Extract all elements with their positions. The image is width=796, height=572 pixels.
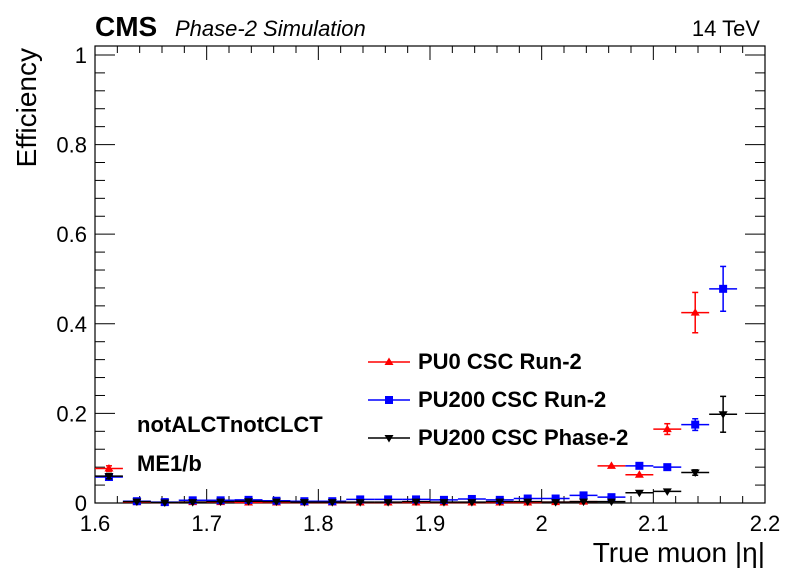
data-point xyxy=(216,498,226,507)
y-tick-label: 0.6 xyxy=(56,222,87,247)
data-point xyxy=(244,498,254,506)
data-point xyxy=(662,424,672,433)
series-2 xyxy=(95,395,738,508)
data-point xyxy=(551,499,561,507)
data-point xyxy=(467,494,476,503)
legend-label-pu200-run2: PU200 CSC Run-2 xyxy=(418,387,606,412)
legend-marker-pu0 xyxy=(384,357,394,365)
chamber-annotation: ME1/b xyxy=(137,451,202,476)
x-tick-label: 2.1 xyxy=(638,511,669,536)
data-point xyxy=(719,284,728,293)
data-point xyxy=(439,499,449,507)
data-point xyxy=(467,499,477,507)
y-axis-title: Efficiency xyxy=(11,48,42,167)
y-tick-label: 0.8 xyxy=(56,133,87,158)
x-tick-label: 1.8 xyxy=(303,511,334,536)
data-point xyxy=(690,308,700,316)
data-point xyxy=(355,499,365,507)
legend: PU0 CSC Run-2 PU200 CSC Run-2 PU200 CSC … xyxy=(368,349,628,450)
data-point xyxy=(327,499,337,507)
x-tick-label: 2 xyxy=(536,511,548,536)
data-point xyxy=(606,498,616,507)
legend-entry-pu200-phase2: PU200 CSC Phase-2 xyxy=(368,425,628,450)
data-point xyxy=(523,498,533,507)
data-point xyxy=(188,499,198,507)
y-tick-label: 0.2 xyxy=(56,401,87,426)
axis-tick-labels: 1.6 1.7 1.8 1.9 2 2.1 2.2 0 0.2 0.4 0.6 0.8 1 xyxy=(56,43,780,536)
legend-marker-pu200-run2 xyxy=(385,396,393,404)
data-point xyxy=(299,499,309,507)
legend-entry-pu0: PU0 CSC Run-2 xyxy=(368,349,582,374)
x-axis-title: True muon |η| xyxy=(593,537,765,568)
data-point xyxy=(579,498,589,507)
energy-label: 14 TeV xyxy=(692,16,760,41)
x-tick-label: 1.9 xyxy=(415,511,446,536)
data-point xyxy=(495,498,505,507)
subtitle-label: Phase-2 Simulation xyxy=(175,16,366,41)
data-points xyxy=(95,265,738,508)
data-point xyxy=(104,464,114,472)
legend-entry-pu200-run2: PU200 CSC Run-2 xyxy=(368,387,606,412)
data-point xyxy=(606,461,616,469)
y-tick-label: 1 xyxy=(75,43,87,68)
x-tick-label: 2.2 xyxy=(750,511,781,536)
data-point xyxy=(662,488,672,496)
data-point xyxy=(551,494,560,503)
data-point xyxy=(132,498,142,507)
data-point xyxy=(411,498,421,507)
data-point xyxy=(634,470,644,478)
x-tick-label: 1.7 xyxy=(191,511,222,536)
data-point xyxy=(271,498,281,507)
data-point xyxy=(718,411,728,419)
selection-annotation: notALCTnotCLCT xyxy=(137,412,323,437)
legend-label-pu0: PU0 CSC Run-2 xyxy=(418,349,582,374)
data-point xyxy=(691,420,700,429)
legend-marker-pu200-phase2 xyxy=(384,435,394,443)
data-point xyxy=(607,493,616,502)
legend-label-pu200-phase2: PU200 CSC Phase-2 xyxy=(418,425,628,450)
data-point xyxy=(635,461,644,470)
data-point xyxy=(690,469,700,478)
axis-ticks xyxy=(94,46,766,504)
data-point xyxy=(634,489,644,498)
y-tick-label: 0 xyxy=(75,491,87,516)
data-point xyxy=(579,491,588,500)
data-point xyxy=(383,499,393,507)
data-point xyxy=(523,494,532,503)
x-tick-label: 1.6 xyxy=(80,511,111,536)
y-tick-label: 0.4 xyxy=(56,312,87,337)
data-point xyxy=(663,463,672,472)
data-point xyxy=(104,473,114,481)
data-point xyxy=(160,499,170,508)
experiment-label: CMS xyxy=(95,11,157,42)
